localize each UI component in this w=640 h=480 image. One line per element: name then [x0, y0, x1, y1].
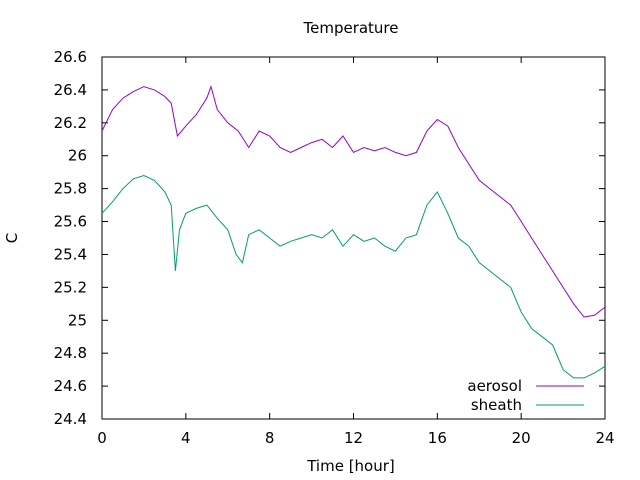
y-tick-label: 25 — [68, 311, 87, 329]
y-tick-label: 25.2 — [54, 278, 87, 296]
series-line-sheath — [101, 174, 606, 379]
x-tick-label: 20 — [512, 429, 531, 447]
legend-label-sheath: sheath — [471, 396, 522, 414]
y-tick-label: 24.4 — [54, 410, 87, 428]
y-tick-label: 25.6 — [54, 213, 87, 231]
y-tick-label: 24.6 — [54, 377, 87, 395]
y-tick-label: 26.4 — [54, 81, 87, 99]
y-axis: 24.4 24.6 24.8 25 25.2 25.4 25.6 25.8 26 26.2 26.4… — [54, 48, 605, 428]
chart-title: Temperature — [302, 19, 398, 37]
x-axis: 0 4 8 12 16 20 24 — [97, 57, 615, 447]
y-tick-label: 24.8 — [54, 344, 87, 362]
x-tick-label: 8 — [265, 429, 275, 447]
y-tick-label: 26.6 — [54, 48, 87, 66]
y-tick-label: 25.4 — [54, 245, 87, 263]
x-tick-label: 0 — [97, 429, 107, 447]
legend-label-aerosol: aerosol — [467, 377, 522, 395]
x-tick-label: 16 — [428, 429, 447, 447]
x-tick-label: 24 — [595, 429, 614, 447]
y-tick-label: 25.8 — [54, 180, 87, 198]
plot-frame — [101, 56, 606, 420]
y-axis-label: C — [3, 233, 21, 243]
x-tick-label: 12 — [344, 429, 363, 447]
y-tick-label: 26 — [68, 147, 87, 165]
y-tick-label: 26.2 — [54, 114, 87, 132]
x-tick-label: 4 — [181, 429, 191, 447]
series-line-aerosol — [101, 84, 606, 318]
series-lines — [101, 84, 606, 379]
x-axis-label: Time [hour] — [306, 457, 395, 475]
